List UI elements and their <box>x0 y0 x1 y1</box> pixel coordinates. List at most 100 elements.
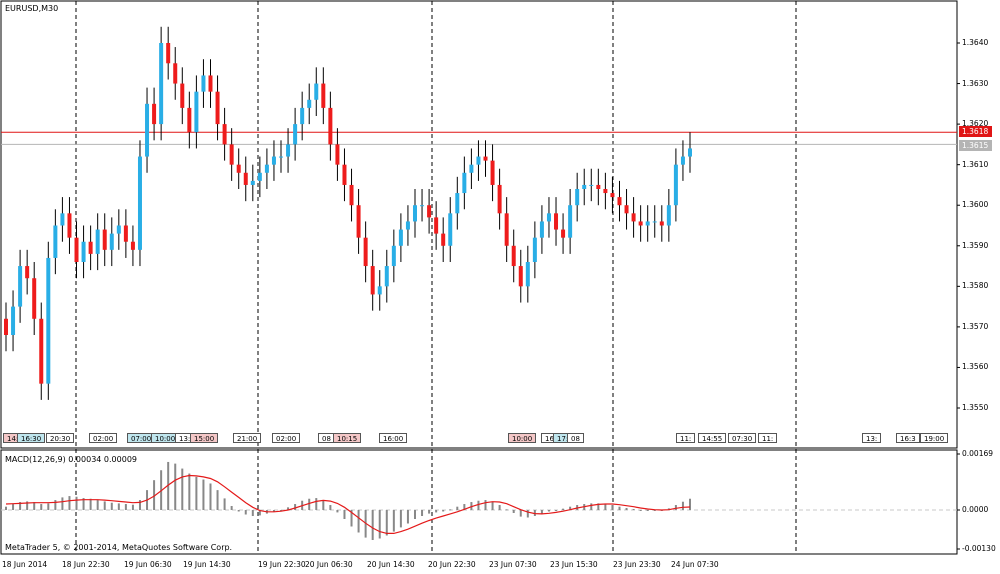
candle-body <box>194 91 199 133</box>
event-marker[interactable]: 02:00 <box>272 433 301 443</box>
event-marker[interactable]: 07:30 <box>728 433 757 443</box>
macd-histogram-bar <box>674 505 677 510</box>
price-tick-label: 1.3600 <box>962 200 989 210</box>
macd-histogram-bar <box>569 506 572 510</box>
time-axis-label: 23 Jun 07:30 <box>489 560 537 569</box>
candle-body <box>53 225 58 258</box>
candle-body <box>370 266 375 295</box>
macd-histogram-bar <box>188 473 191 510</box>
candle-body <box>74 237 79 262</box>
macd-histogram-bar <box>392 510 395 532</box>
macd-histogram-bar <box>435 510 438 513</box>
candle-body <box>420 205 425 207</box>
event-marker[interactable]: 19:00 <box>920 433 949 443</box>
candle-body <box>349 184 354 206</box>
macd-histogram-bar <box>639 510 642 511</box>
candle-body <box>617 197 622 206</box>
event-marker[interactable]: 10:00 <box>508 433 537 443</box>
candle-body <box>307 99 312 108</box>
time-axis-label: 18 Jun 2014 <box>2 560 48 569</box>
candle-body <box>271 156 276 165</box>
event-marker[interactable]: 20:30 <box>46 433 75 443</box>
event-marker[interactable]: 10:15 <box>333 433 362 443</box>
macd-histogram-bar <box>89 498 92 510</box>
candle-body <box>575 189 580 206</box>
macd-histogram-bar <box>526 510 529 518</box>
time-axis-label: 19 Jun 06:30 <box>124 560 172 569</box>
event-marker[interactable]: 15:00 <box>190 433 219 443</box>
event-marker[interactable]: 13: <box>862 433 882 443</box>
event-marker[interactable]: 02:00 <box>89 433 118 443</box>
macd-histogram-bar <box>167 461 170 510</box>
macd-histogram-bar <box>350 510 353 527</box>
event-marker[interactable]: 21:00 <box>233 433 262 443</box>
macd-histogram-bar <box>294 504 297 510</box>
macd-histogram-bar <box>174 463 177 510</box>
candle-body <box>518 266 523 287</box>
candle-body <box>483 156 488 161</box>
candle-body <box>680 156 685 165</box>
event-marker[interactable]: 08 <box>567 433 584 443</box>
macd-histogram-bar <box>68 496 71 510</box>
candle-body <box>293 124 298 145</box>
macd-histogram-bar <box>632 509 635 511</box>
macd-histogram-bar <box>47 503 50 510</box>
macd-histogram-bar <box>646 510 649 511</box>
candle-body <box>328 107 333 145</box>
macd-histogram-bar <box>357 510 360 533</box>
event-marker[interactable]: 11: <box>676 433 696 443</box>
macd-histogram-bar <box>153 480 156 510</box>
event-marker[interactable]: 16:30 <box>17 433 46 443</box>
candle-body <box>187 107 192 133</box>
macd-histogram-bar <box>12 504 15 510</box>
macd-histogram-bar <box>399 510 402 528</box>
macd-histogram-bar <box>491 501 494 510</box>
macd-histogram-bar <box>244 510 247 515</box>
price-tick-label: 1.3550 <box>962 403 989 412</box>
macd-histogram-bar <box>625 508 628 510</box>
macd-histogram-bar <box>590 503 593 510</box>
candle-body <box>532 237 537 262</box>
candle-body <box>490 160 495 185</box>
event-marker[interactable]: 16:3 <box>896 433 920 443</box>
candle-body <box>159 43 164 125</box>
time-axis-label: 20 Jun 06:30 <box>305 560 353 569</box>
candle-body <box>137 156 142 250</box>
macd-histogram-bar <box>597 503 600 510</box>
macd-histogram-bar <box>131 504 134 510</box>
candle-body <box>363 237 368 267</box>
candle-body <box>18 266 23 307</box>
candle-body <box>152 103 157 125</box>
candle-body <box>405 221 410 230</box>
candle-body <box>286 144 291 157</box>
macd-histogram-bar <box>456 506 459 510</box>
event-marker[interactable]: 14:55 <box>698 433 727 443</box>
macd-histogram-bar <box>315 498 318 510</box>
event-marker[interactable]: 16:00 <box>379 433 408 443</box>
price-tick-label: 1.3560 <box>962 362 989 372</box>
candle-body <box>462 172 467 194</box>
macd-histogram-bar <box>287 507 290 510</box>
macd-histogram-bar <box>251 510 254 516</box>
time-axis-label: 19 Jun 22:30 <box>258 560 306 569</box>
macd-histogram-bar <box>181 468 184 510</box>
macd-signal-line <box>5 474 691 534</box>
candle-body <box>441 233 446 246</box>
copyright-text: MetaTrader 5, © 2001-2014, MetaQuotes So… <box>5 543 233 552</box>
candle-body <box>222 124 227 145</box>
candle-body <box>434 217 439 234</box>
event-marker[interactable]: 11: <box>758 433 778 443</box>
candle-body <box>673 164 678 206</box>
candle-body <box>229 144 234 165</box>
candle-body <box>561 229 566 238</box>
price-tick-label: 1.3610 <box>962 159 989 169</box>
candle-body <box>652 221 657 223</box>
candle-body <box>582 184 587 189</box>
candle-body <box>81 241 86 262</box>
time-axis-label: 18 Jun 22:30 <box>62 560 110 569</box>
time-axis-label: 24 Jun 07:30 <box>671 560 719 569</box>
candle-body <box>60 213 65 226</box>
candle-body <box>342 164 347 185</box>
